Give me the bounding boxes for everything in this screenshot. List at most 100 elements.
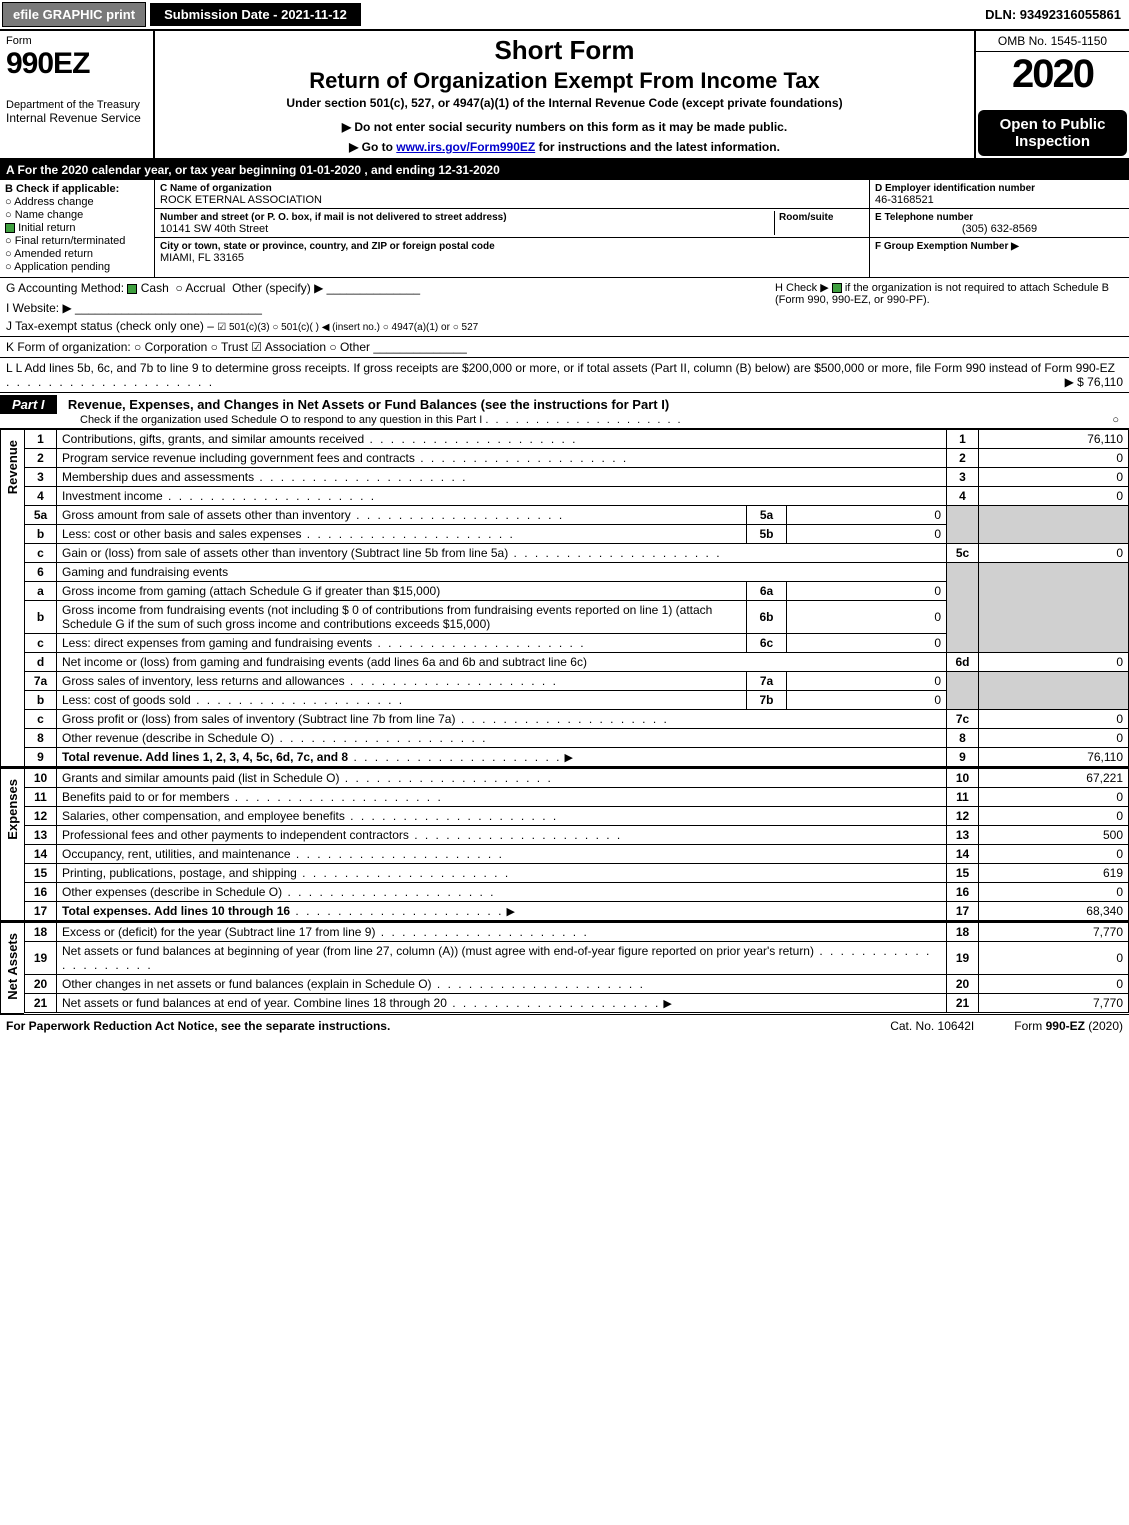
box-b-title: B Check if applicable: — [5, 183, 149, 195]
line-5c: cGain or (loss) from sale of assets othe… — [25, 544, 1129, 563]
k-row: K Form of organization: ○ Corporation ○ … — [0, 337, 1129, 358]
submission-date: Submission Date - 2021-11-12 — [150, 3, 361, 26]
phone-cell: E Telephone number (305) 632-8569 — [870, 209, 1129, 238]
netassets-side-label: Net Assets — [0, 922, 24, 1014]
line-1: 1Contributions, gifts, grants, and simil… — [25, 430, 1129, 449]
chk-address-change-label: Address change — [14, 196, 94, 208]
netassets-table: 18Excess or (deficit) for the year (Subt… — [24, 922, 1129, 1013]
j-label: J Tax-exempt status (check only one) – — [6, 319, 214, 333]
line-3: 3Membership dues and assessments30 — [25, 468, 1129, 487]
part1-title: Revenue, Expenses, and Changes in Net As… — [60, 397, 669, 412]
group-exempt-cell: F Group Exemption Number ▶ — [870, 238, 1129, 277]
line-19: 19Net assets or fund balances at beginni… — [25, 942, 1129, 975]
chk-application-pending-label: Application pending — [14, 261, 110, 273]
f-label: F Group Exemption Number ▶ — [875, 241, 1019, 252]
part1-header-row: Part I Revenue, Expenses, and Changes in… — [0, 393, 1129, 429]
l-amount: ▶ $ 76,110 — [1065, 375, 1123, 389]
part1-sub-text: Check if the organization used Schedule … — [80, 414, 482, 426]
line-20: 20Other changes in net assets or fund ba… — [25, 975, 1129, 994]
footer-left: For Paperwork Reduction Act Notice, see … — [6, 1019, 850, 1033]
line-14: 14Occupancy, rent, utilities, and mainte… — [25, 845, 1129, 864]
d-label: D Employer identification number — [875, 183, 1035, 194]
c-label: C Name of organization — [160, 183, 272, 194]
org-name: ROCK ETERNAL ASSOCIATION — [160, 194, 322, 206]
revenue-table: 1Contributions, gifts, grants, and simil… — [24, 429, 1129, 767]
chk-final-return-label: Final return/terminated — [15, 235, 126, 247]
goto-line: ▶ Go to www.irs.gov/Form990EZ for instru… — [165, 140, 964, 154]
chk-initial-return[interactable]: Initial return — [5, 222, 149, 234]
org-name-cell: C Name of organization ROCK ETERNAL ASSO… — [155, 180, 869, 209]
line-4: 4Investment income40 — [25, 487, 1129, 506]
city-label: City or town, state or province, country… — [160, 241, 495, 252]
chk-application-pending[interactable]: ○ Application pending — [5, 261, 149, 273]
line-10: 10Grants and similar amounts paid (list … — [25, 769, 1129, 788]
under-section: Under section 501(c), 527, or 4947(a)(1)… — [165, 96, 964, 110]
ein-value: 46-3168521 — [875, 194, 934, 206]
g-cell: G Accounting Method: Cash ○ Accrual Othe… — [0, 278, 769, 336]
g-label: G Accounting Method: — [6, 281, 124, 295]
line-8: 8Other revenue (describe in Schedule O)8… — [25, 729, 1129, 748]
part1-sub: Check if the organization used Schedule … — [0, 414, 1129, 426]
gh-row: G Accounting Method: Cash ○ Accrual Othe… — [0, 278, 1129, 337]
j-options: 501(c)(3) ○ 501(c)( ) ◀ (insert no.) ○ 4… — [229, 322, 478, 333]
header-left: Form 990EZ Department of the Treasury In… — [0, 31, 155, 158]
check-icon — [127, 284, 137, 294]
efile-print-button[interactable]: efile GRAPHIC print — [2, 2, 146, 27]
form-header: Form 990EZ Department of the Treasury In… — [0, 31, 1129, 160]
check-icon — [5, 223, 15, 233]
expenses-section: Expenses 10Grants and similar amounts pa… — [0, 768, 1129, 922]
line-18: 18Excess or (deficit) for the year (Subt… — [25, 923, 1129, 942]
phone-value: (305) 632-8569 — [875, 223, 1124, 235]
goto-post: for instructions and the latest informat… — [535, 140, 780, 154]
h-cell: H Check ▶ if the organization is not req… — [769, 278, 1129, 336]
omb-number: OMB No. 1545-1150 — [976, 31, 1129, 52]
chk-initial-return-label: Initial return — [18, 222, 75, 234]
line-7a: 7aGross sales of inventory, less returns… — [25, 672, 1129, 691]
chk-amended-return[interactable]: ○ Amended return — [5, 248, 149, 260]
footer-cat: Cat. No. 10642I — [850, 1019, 1014, 1033]
g-cash: Cash — [141, 281, 169, 295]
dln-label: DLN: 93492316055861 — [977, 3, 1129, 26]
street-label: Number and street (or P. O. box, if mail… — [160, 212, 507, 223]
revenue-side-label: Revenue — [0, 429, 24, 767]
ein-cell: D Employer identification number 46-3168… — [870, 180, 1129, 209]
expenses-table: 10Grants and similar amounts paid (list … — [24, 768, 1129, 921]
box-b: B Check if applicable: ○ Address change … — [0, 180, 155, 277]
line-6: 6Gaming and fundraising events — [25, 563, 1129, 582]
i-label: I Website: ▶ — [6, 301, 72, 315]
city-value: MIAMI, FL 33165 — [160, 252, 244, 264]
header-center: Short Form Return of Organization Exempt… — [155, 31, 974, 158]
chk-final-return[interactable]: ○ Final return/terminated — [5, 235, 149, 247]
street-cell: Number and street (or P. O. box, if mail… — [155, 209, 869, 238]
line-6d: dNet income or (loss) from gaming and fu… — [25, 653, 1129, 672]
header-right: OMB No. 1545-1150 2020 Open to Public In… — [974, 31, 1129, 158]
chk-address-change[interactable]: ○ Address change — [5, 196, 149, 208]
line-13: 13Professional fees and other payments t… — [25, 826, 1129, 845]
part1-sub-check[interactable]: ○ — [1112, 414, 1129, 426]
footer: For Paperwork Reduction Act Notice, see … — [0, 1015, 1129, 1037]
net-assets-section: Net Assets 18Excess or (deficit) for the… — [0, 922, 1129, 1015]
form-number: 990EZ — [6, 47, 147, 81]
g-other: Other (specify) ▶ — [232, 281, 323, 295]
chk-name-change[interactable]: ○ Name change — [5, 209, 149, 221]
chk-amended-return-label: Amended return — [14, 248, 93, 260]
dept-treasury: Department of the Treasury — [6, 99, 147, 111]
goto-link[interactable]: www.irs.gov/Form990EZ — [396, 140, 535, 154]
top-bar: efile GRAPHIC print Submission Date - 20… — [0, 0, 1129, 31]
l-row: L L Add lines 5b, 6c, and 7b to line 9 t… — [0, 358, 1129, 393]
ssn-note: ▶ Do not enter social security numbers o… — [165, 120, 964, 134]
line-11: 11Benefits paid to or for members110 — [25, 788, 1129, 807]
e-label: E Telephone number — [875, 212, 973, 223]
line-16: 16Other expenses (describe in Schedule O… — [25, 883, 1129, 902]
dept-irs: Internal Revenue Service — [6, 111, 147, 125]
revenue-section: Revenue 1Contributions, gifts, grants, a… — [0, 429, 1129, 768]
line-21: 21Net assets or fund balances at end of … — [25, 994, 1129, 1013]
room-label: Room/suite — [779, 212, 833, 223]
k-text: K Form of organization: ○ Corporation ○ … — [6, 340, 370, 354]
expenses-side-label: Expenses — [0, 768, 24, 921]
city-cell: City or town, state or province, country… — [155, 238, 869, 266]
line-15: 15Printing, publications, postage, and s… — [25, 864, 1129, 883]
line-17: 17Total expenses. Add lines 10 through 1… — [25, 902, 1129, 921]
line-2: 2Program service revenue including gover… — [25, 449, 1129, 468]
form-word: Form — [6, 35, 147, 47]
